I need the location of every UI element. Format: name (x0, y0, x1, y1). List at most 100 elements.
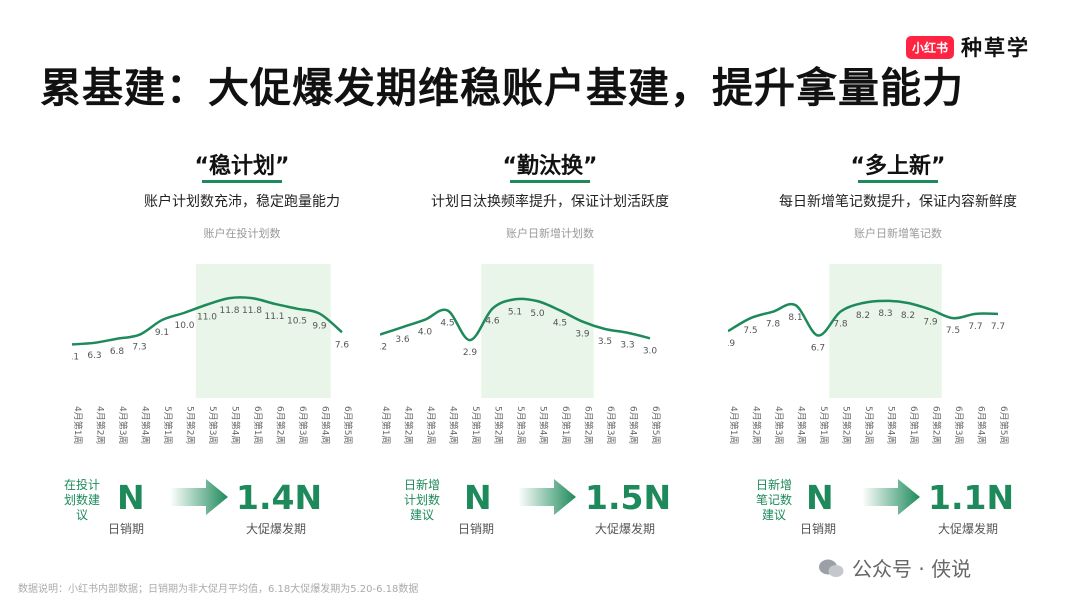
x-tick-label: 6月第1周 (252, 406, 264, 444)
x-tick-label: 4月第4周 (448, 406, 460, 444)
data-label: 11.0 (197, 313, 217, 323)
x-tick-label: 5月第2周 (841, 406, 853, 444)
chart-title: 账户在投计划数 (203, 227, 281, 240)
promo-label: 大促爆发期 (246, 522, 307, 536)
data-label: 8.1 (788, 313, 802, 323)
x-tick-label: 6月第2周 (275, 406, 287, 444)
x-tick-label: 5月第4周 (886, 406, 898, 444)
data-label: 9.1 (155, 328, 169, 338)
data-label: 7.3 (132, 343, 146, 353)
x-tick-label: 6月第3周 (605, 406, 617, 444)
title-underline (858, 180, 938, 183)
data-label: 10.5 (287, 317, 307, 327)
x-tick-label: 5月第4周 (538, 406, 550, 444)
x-tick-label: 5月第1周 (470, 406, 482, 444)
data-label: 8.2 (856, 311, 870, 321)
data-label: 6.7 (811, 344, 825, 354)
promo-label: 大促爆发期 (938, 522, 999, 536)
data-label: 7.8 (833, 320, 848, 330)
panel-subtitle: 账户计划数充沛，稳定跑量能力 (144, 194, 340, 210)
x-tick-label: 4月第2周 (751, 406, 763, 444)
line-chart: 6.16.36.87.39.110.011.011.811.811.110.59… (72, 264, 354, 444)
arrow-right-icon (170, 479, 228, 515)
data-label: 3.2 (380, 343, 387, 353)
brand-badge: 小红书 (906, 35, 955, 59)
data-label: 3.5 (598, 337, 612, 347)
x-tick-label: 5月第1周 (818, 406, 830, 444)
x-tick-label: 5月第3周 (207, 406, 219, 444)
data-label: 7.5 (743, 326, 757, 336)
x-tick-label: 4月第1周 (728, 406, 740, 444)
page-title: 累基建：大促爆发期维稳账户基建，提升拿量能力 (40, 64, 964, 112)
x-tick-label: 5月第1周 (162, 406, 174, 444)
title-underline (510, 180, 590, 183)
x-tick-label: 4月第1周 (72, 406, 84, 444)
data-label: 4.5 (553, 318, 567, 328)
daily-label: 日销期 (108, 522, 145, 536)
panel-title: “勤汰换” (502, 154, 598, 179)
data-label: 9.9 (312, 322, 327, 332)
comparison-label: 日新增笔记数建议 (755, 478, 792, 522)
daily-label: 日销期 (800, 522, 837, 536)
watermark-text: 公众号 · 侠说 (852, 557, 972, 581)
footnote: 数据说明：小红书内部数据；日销期为非大促月平均值，6.18大促爆发期为5.20-… (18, 584, 419, 595)
x-tick-label: 4月第3周 (773, 406, 785, 444)
data-label: 6.9 (728, 339, 735, 349)
daily-value: N (117, 478, 145, 517)
data-label: 4.5 (440, 318, 454, 328)
daily-label: 日销期 (458, 522, 495, 536)
data-label: 7.6 (335, 340, 350, 350)
data-label: 11.8 (219, 306, 239, 316)
wechat-icon (818, 558, 844, 578)
line-chart: 6.9 7.5 7.8 8.1 6.7 7.8 8.2 8.3 8.2 7.9 7.5 7.7 7.7 4… (728, 264, 1010, 444)
panel-subtitle: 计划日汰换频率提升，保证计划活跃度 (431, 194, 669, 210)
arrow-right-icon (862, 479, 920, 515)
x-tick-label: 4月第3周 (425, 406, 437, 444)
x-tick-label: 5月第4周 (230, 406, 242, 444)
data-label: 2.9 (463, 348, 478, 358)
panel-replace-plans: “勤汰换” 计划日汰换频率提升，保证计划活跃度 账户日新增计划数 3.2 3.6 4… (380, 140, 720, 560)
daily-value: N (464, 478, 492, 517)
data-label: 6.3 (87, 351, 101, 361)
highlight-band (829, 264, 942, 398)
daily-value: N (806, 478, 834, 517)
data-label: 3.0 (643, 346, 658, 356)
x-tick-label: 6月第1周 (560, 406, 572, 444)
data-label: 6.1 (72, 352, 79, 362)
series-line (728, 299, 999, 337)
data-label: 3.3 (620, 341, 634, 351)
data-label: 7.7 (991, 322, 1005, 332)
chart-title: 账户日新增计划数 (506, 227, 594, 240)
data-label: 3.9 (575, 330, 590, 340)
series-line (380, 297, 651, 342)
x-tick-label: 4月第4周 (796, 406, 808, 444)
watermark: 公众号 · 侠说 (818, 553, 971, 582)
data-label: 7.5 (946, 326, 960, 336)
data-label: 7.8 (766, 320, 781, 330)
data-label: 4.0 (418, 328, 433, 338)
data-label: 7.7 (968, 322, 982, 332)
data-label: 4.6 (485, 317, 500, 327)
x-tick-label: 6月第5周 (342, 406, 354, 444)
x-tick-label: 4月第4周 (140, 406, 152, 444)
comparison-label: 日新增计划数建议 (403, 478, 440, 522)
line-chart: 3.2 3.6 4.0 4.5 2.9 4.6 5.1 5.0 4.5 3.9 3.5 3.3 3.0 4… (380, 264, 662, 444)
data-label: 6.8 (110, 347, 125, 357)
panel-title: “多上新” (850, 154, 946, 179)
comparison-label: 在投计划数建议 (63, 478, 100, 522)
x-tick-label: 6月第3周 (297, 406, 309, 444)
data-label: 11.1 (264, 312, 284, 322)
data-label: 8.2 (901, 311, 915, 321)
x-tick-label: 6月第5周 (998, 406, 1010, 444)
brand-logo: 小红书 种草学 (906, 32, 1030, 62)
x-tick-label: 4月第3周 (117, 406, 129, 444)
x-tick-label: 4月第1周 (380, 406, 392, 444)
arrow-right-icon (518, 479, 576, 515)
x-tick-label: 6月第1周 (908, 406, 920, 444)
x-tick-label: 6月第4周 (976, 406, 988, 444)
data-label: 10.0 (174, 321, 194, 331)
data-label: 11.8 (242, 306, 262, 316)
x-tick-label: 6月第2周 (931, 406, 943, 444)
highlight-band (481, 264, 594, 398)
x-tick-label: 6月第2周 (583, 406, 595, 444)
